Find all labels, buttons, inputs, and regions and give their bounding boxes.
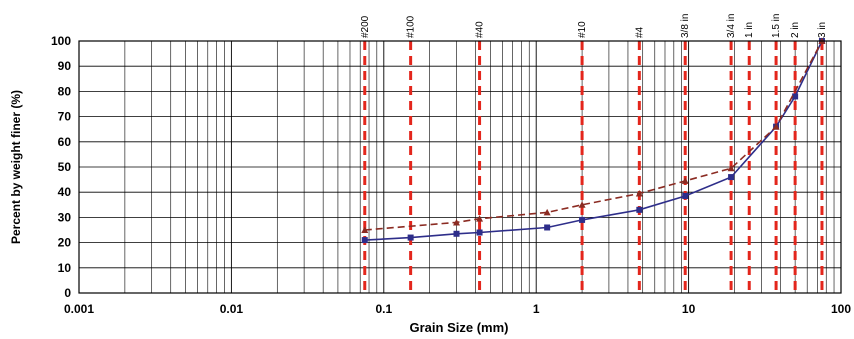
sieve-label: #40 [475,21,486,38]
plot-frame [78,40,842,294]
data-point [792,93,799,100]
axes: 0 10 20 30 40 50 60 70 80 90 100 0.001 0.01 0.1 1 10 100 [51,34,851,316]
y-tick-label: 60 [58,135,72,149]
data-point [635,189,643,197]
data-point [453,230,460,237]
y-tick-label: 40 [58,185,72,199]
series-line [364,40,823,241]
y-tick-label: 0 [64,286,71,300]
data-point [636,206,643,213]
series-line [364,40,823,231]
data-point [361,237,368,244]
sieve-label: 2 in [790,22,801,38]
data-point [453,218,461,226]
x-tick-label: 10 [682,302,696,316]
data-point [543,208,551,216]
y-tick-label: 10 [58,261,72,275]
x-tick-label: 0.01 [220,302,244,316]
data-point [772,123,780,130]
sieve-label: 3/4 in [726,14,737,38]
y-tick-label: 80 [58,84,72,98]
sieve-label: #200 [360,15,371,38]
data-point [476,229,483,236]
sieve-label: #4 [634,26,645,38]
y-tick-label: 50 [58,160,72,174]
data-point [361,226,369,233]
sieve-label: #100 [406,15,417,38]
data-point [476,215,484,222]
x-tick-label: 0.1 [375,302,392,316]
data-point [728,174,735,181]
y-tick-label: 90 [58,59,72,73]
y-axis-label: Percent by weight finer (%) [9,90,23,244]
grid [78,40,841,294]
data-point [407,234,414,241]
x-tick-label: 100 [831,302,851,316]
y-tick-label: 100 [51,34,71,48]
x-axis-label: Grain Size (mm) [410,320,509,335]
sieve-label: 1 in [744,22,755,38]
data-point [578,201,586,208]
data-point [681,177,689,184]
y-tick-label: 20 [58,236,72,250]
y-tick-label: 30 [58,210,72,224]
data-point [579,216,586,223]
sieve-lines: #200 #100 #40 #10 #4 3/8 in 3/4 in 1 in 1.5 in 2 … [360,14,828,293]
x-tick-label: 1 [533,302,540,316]
data-point [727,164,735,172]
y-tick-label: 70 [58,110,72,124]
sieve-label: 1.5 in [771,14,782,38]
sieve-label: 3 in [817,22,828,38]
data-point [682,192,689,199]
sieve-label: #10 [577,21,588,38]
data-point [544,224,551,231]
sieve-label: 3/8 in [680,14,691,38]
x-tick-label: 0.001 [64,302,94,316]
data-series [361,37,826,244]
